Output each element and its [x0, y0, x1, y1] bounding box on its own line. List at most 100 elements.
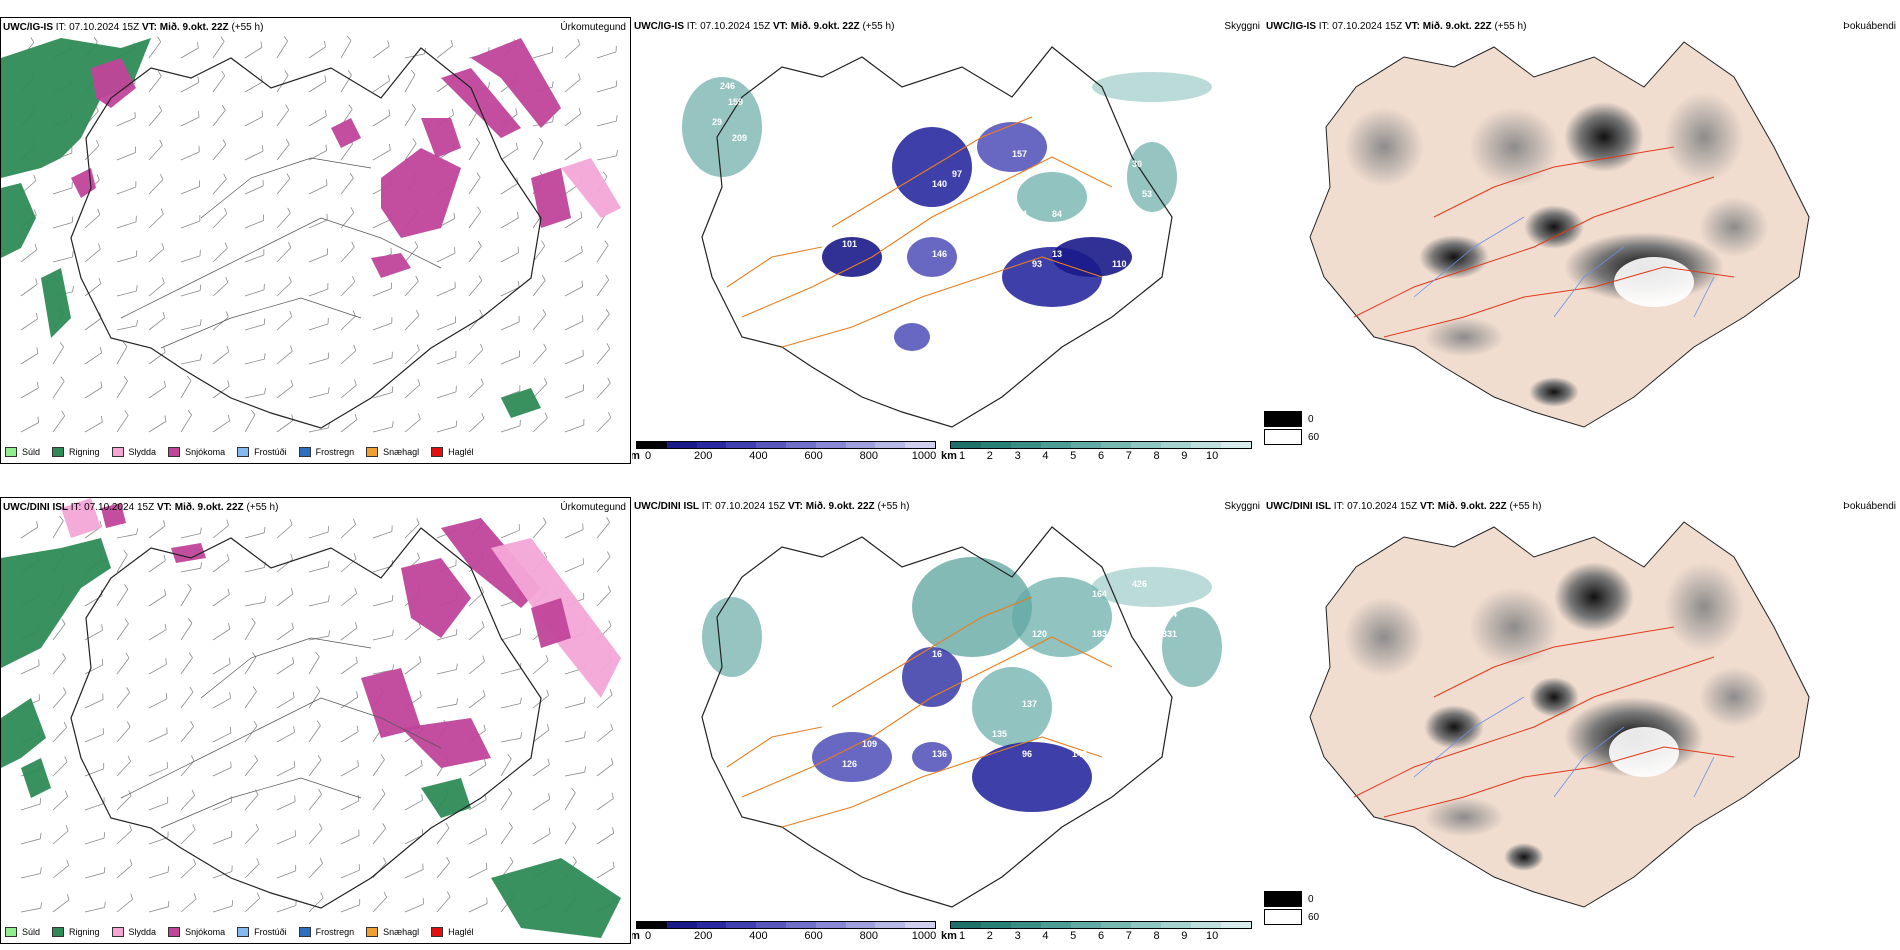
road-network	[120, 157, 442, 349]
wind-barb	[308, 897, 324, 913]
wind-barb-feather	[546, 724, 550, 731]
wind-barb-feather	[538, 137, 544, 143]
precip-areas	[1, 38, 621, 418]
cloud-base-label: 146	[932, 249, 947, 259]
visibility-colorbar: km 1 2 3 4 5 6 7 8 9 10	[941, 921, 1252, 943]
wind-barb-feather	[287, 207, 291, 214]
wind-barb-feather	[227, 588, 230, 595]
fog-panel-2: UWC/DINI ISL IT: 07.10.2024 15Z VT: Mið.…	[1264, 497, 1900, 949]
wind-barb	[116, 899, 133, 913]
wind-barb-feather	[100, 381, 103, 388]
wind-barb-feather	[350, 207, 355, 213]
wind-barb	[500, 793, 513, 811]
wind-barb	[276, 801, 296, 811]
wind-barb-feather	[62, 687, 67, 694]
wind-barb-feather	[392, 629, 394, 636]
wind-barb	[532, 522, 547, 539]
wind-barb-feather	[188, 618, 193, 624]
wind-barb	[116, 415, 129, 433]
cloud-base-label: 142	[1072, 749, 1087, 759]
wind-barb	[276, 731, 295, 743]
field-blob	[1092, 72, 1212, 102]
header: UWC/IG-IS IT: 07.10.2024 15Z VT: Mið. 9.…	[3, 22, 263, 33]
colorbar-tick: 4	[1042, 930, 1049, 942]
wind-barb-feather	[226, 345, 230, 352]
wind-barb	[116, 657, 130, 675]
wind-barb	[84, 768, 104, 777]
cloud-base-label: 334	[1162, 609, 1177, 619]
wind-barb	[212, 871, 233, 879]
wind-barb	[244, 657, 257, 675]
wind-barb-feather	[288, 276, 292, 283]
wind-barb	[148, 317, 166, 331]
wind-barb-feather	[606, 343, 611, 349]
wind-barb	[340, 696, 358, 709]
wind-barb-feather	[160, 208, 164, 215]
wind-barb-feather	[283, 35, 288, 42]
it-label: IT:	[701, 501, 713, 512]
wind-barb	[148, 282, 165, 297]
legend-item: Snjókoma	[168, 927, 225, 937]
wind-barb	[180, 623, 193, 641]
wind-barb	[532, 383, 548, 399]
field-title: Þokuábendi	[1843, 21, 1896, 32]
wind-barb-feather	[136, 528, 139, 535]
wind-barb	[212, 213, 228, 229]
wind-barb	[116, 554, 128, 573]
legend-swatch	[237, 447, 250, 457]
cloud-base-label: 186	[1092, 769, 1107, 779]
wind-barb-feather	[64, 756, 68, 763]
wind-barb	[52, 761, 68, 777]
wind-barb	[596, 867, 615, 879]
it-label: IT:	[1318, 21, 1330, 32]
wind-barb	[244, 414, 256, 433]
wind-barb	[500, 286, 520, 297]
wind-barb-feather	[60, 376, 65, 382]
precip-area	[421, 778, 471, 818]
wind-barb-feather	[411, 103, 416, 110]
wind-barb	[148, 629, 167, 641]
legend-swatch	[431, 447, 444, 457]
precip-area	[331, 118, 361, 148]
wind-barb	[244, 358, 265, 365]
colorbar-tick: 600	[804, 450, 823, 462]
wind-barb-feather	[37, 416, 40, 423]
wind-barb	[20, 873, 41, 879]
precip-area	[61, 498, 101, 538]
wind-barb-feather	[572, 822, 577, 828]
wind-barb	[212, 697, 231, 709]
wind-barb-feather	[290, 553, 293, 560]
it-label: IT:	[55, 22, 67, 33]
wind-barb-feather	[418, 656, 422, 663]
wind-barb	[84, 317, 102, 331]
cloud-base-label: 16	[932, 649, 942, 659]
header: UWC/DINI ISL IT: 07.10.2024 15Z VT: Mið.…	[3, 502, 278, 513]
cloud-base-label: 126	[842, 759, 857, 769]
wind-barb-feather	[480, 378, 484, 385]
field-blob	[972, 742, 1092, 812]
visibility-panel-1: 246 159 29 209 101 146 140 97 69 157 31 45 124 84 95 93…	[632, 17, 1264, 469]
field-blob	[682, 77, 762, 177]
wind-barb-feather	[250, 409, 256, 415]
wind-barb	[20, 526, 38, 539]
wind-barb-feather	[572, 856, 577, 862]
wind-barb	[212, 247, 228, 263]
wind-barb	[468, 661, 485, 675]
wind-barb-feather	[162, 311, 166, 318]
wind-barb-feather	[352, 310, 356, 317]
wind-barb	[500, 390, 520, 399]
cloud-base-label: 136	[932, 749, 947, 759]
wind-barb-feather	[478, 275, 483, 281]
wind-barb-feather	[544, 377, 548, 384]
wind-barb-feather	[96, 174, 100, 181]
wind-barb	[340, 662, 358, 675]
wind-barb	[308, 635, 329, 641]
wind-barb	[564, 217, 583, 229]
road-network	[726, 116, 1113, 348]
cloud-base-label: 21	[962, 249, 972, 259]
colorbar-blocks	[636, 441, 936, 449]
wind-barb	[436, 252, 456, 263]
wind-barb	[372, 759, 385, 777]
legend-item: Súld	[5, 447, 40, 457]
wind-barb-feather	[541, 274, 546, 281]
